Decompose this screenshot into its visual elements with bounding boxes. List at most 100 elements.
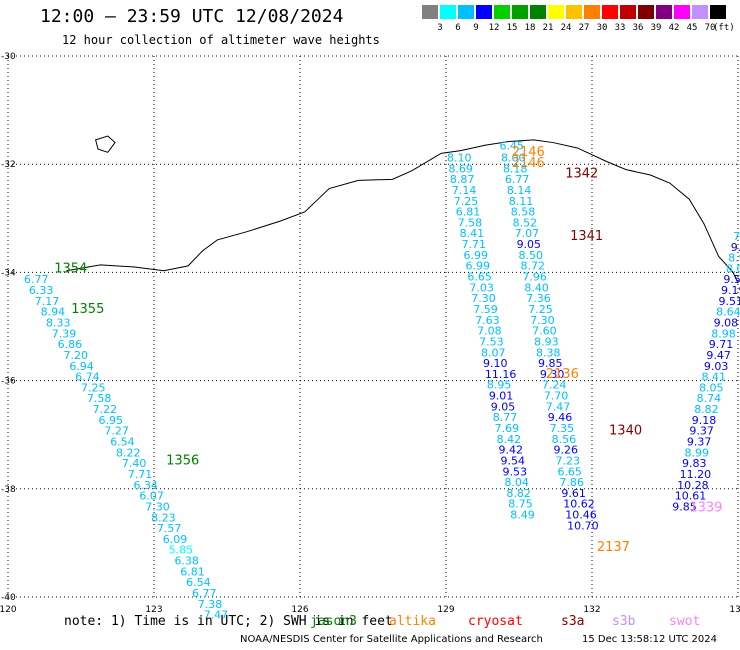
wave-height-value: 7.70 bbox=[544, 390, 569, 403]
wave-height-value: 8.75 bbox=[508, 498, 533, 511]
wave-height-value: 9.47 bbox=[706, 349, 731, 362]
wave-height-value: 7.58 bbox=[87, 392, 112, 405]
wave-height-value: 7.36 bbox=[526, 292, 551, 305]
legend-label: 6 bbox=[455, 23, 461, 33]
wave-height-value: 8.77 bbox=[493, 411, 517, 424]
legend-swatch bbox=[584, 5, 600, 19]
wave-height-value: 9.18 bbox=[692, 414, 717, 427]
wave-height-value: 8.00 bbox=[501, 151, 526, 164]
wave-height-value: 6.09 bbox=[163, 533, 188, 546]
island-outline bbox=[94, 135, 116, 153]
wave-height-value: 6.99 bbox=[464, 249, 489, 262]
legend-unit: (ft) bbox=[713, 23, 735, 33]
timestamp-text: 15 Dec 13:58:12 UTC 2024 bbox=[582, 634, 717, 645]
wave-height-value: 6.77 bbox=[192, 587, 217, 600]
legend-swatch bbox=[548, 5, 564, 19]
wave-height-value: 9.85 bbox=[672, 500, 697, 513]
legend-swatch bbox=[566, 5, 582, 19]
x-tick-label: 129 bbox=[437, 605, 454, 615]
wave-height-value: 8.18 bbox=[503, 162, 528, 175]
wave-height-value: 6.81 bbox=[180, 565, 205, 578]
wave-height-value: 7.25 bbox=[528, 303, 553, 316]
legend-swatch bbox=[422, 5, 438, 19]
wave-height-value: 7.14 bbox=[452, 184, 477, 197]
wave-height-value: 7.23 bbox=[556, 454, 581, 467]
wave-height-value: 6.54 bbox=[110, 436, 135, 449]
legend-swatch bbox=[656, 5, 672, 19]
wave-height-value: 8.58 bbox=[511, 206, 536, 219]
legend-swatch bbox=[674, 5, 690, 19]
legend-label: 27 bbox=[578, 23, 590, 33]
wave-height-value: 8.99 bbox=[684, 446, 709, 459]
wave-height-value: 8.42 bbox=[497, 433, 522, 446]
credit-text: NOAA/NESDIS Center for Satellite Applica… bbox=[240, 634, 543, 645]
pass-label: 2146 bbox=[512, 156, 545, 171]
legend-swatch bbox=[440, 5, 456, 19]
legend-label: 3 bbox=[437, 23, 443, 33]
wave-height-value: 8.69 bbox=[448, 162, 473, 175]
wave-height-value: 8.93 bbox=[534, 335, 559, 348]
wave-height-value: 7.8 bbox=[733, 230, 740, 243]
wave-height-value: 9.19 bbox=[721, 284, 740, 297]
satellite-s3a: s3a bbox=[561, 614, 585, 629]
wave-height-value: 8.64 bbox=[716, 306, 740, 319]
wave-height-value: 7.58 bbox=[458, 216, 483, 229]
chart-subtitle: 12 hour collection of altimeter wave hei… bbox=[62, 33, 380, 47]
wave-height-value: 8.82 bbox=[506, 487, 531, 500]
y-tick-label: -40 bbox=[1, 593, 16, 603]
legend-label: 24 bbox=[560, 23, 572, 33]
x-tick-label: 126 bbox=[291, 605, 308, 615]
satellite-swot: swot bbox=[669, 614, 701, 629]
legend-swatch bbox=[458, 5, 474, 19]
wave-height-value: 8.05 bbox=[699, 381, 724, 394]
wave-height-value: 6.74 bbox=[75, 371, 100, 384]
wave-height-value: 7.71 bbox=[462, 238, 487, 251]
wave-height-value: 10.62 bbox=[563, 498, 595, 511]
wave-height-value: 8.52 bbox=[513, 216, 538, 229]
legend-label: 70 bbox=[704, 23, 716, 33]
wave-height-value: 9.30 bbox=[540, 368, 565, 381]
wave-height-value: 5.85 bbox=[169, 544, 194, 557]
wave-height-value: 9.51 bbox=[719, 295, 740, 308]
legend-swatch bbox=[512, 5, 528, 19]
legend-label: 39 bbox=[650, 23, 662, 33]
legend-swatch bbox=[494, 5, 510, 19]
pass-label: 1356 bbox=[166, 453, 199, 468]
wave-height-value: 6.33 bbox=[29, 284, 54, 297]
legend-swatch bbox=[692, 5, 708, 19]
y-tick-label: -36 bbox=[1, 377, 16, 387]
wave-height-value: 9.05 bbox=[517, 238, 542, 251]
legend-label: 21 bbox=[542, 23, 554, 33]
footer-note: note: 1) Time is in UTC; 2) SWH is in fe… bbox=[64, 614, 393, 629]
wave-height-value: 7.27 bbox=[104, 425, 129, 438]
wave-height-value: 6.99 bbox=[465, 260, 490, 273]
wave-height-value: 10.61 bbox=[675, 490, 707, 503]
wave-height-value: 8.23 bbox=[151, 511, 176, 524]
satellite-jason3: jason3 bbox=[310, 614, 357, 629]
legend-label: 33 bbox=[614, 23, 626, 33]
y-tick-label: -32 bbox=[1, 160, 16, 170]
wave-height-value: 6.95 bbox=[99, 414, 124, 427]
wave-height-value: 8.38 bbox=[536, 346, 561, 359]
legend-label: 36 bbox=[632, 23, 644, 33]
wave-height-value: 8.72 bbox=[520, 260, 545, 273]
legend-swatch bbox=[476, 5, 492, 19]
legend-label: 15 bbox=[506, 23, 518, 33]
wave-height-value: 8.94 bbox=[41, 306, 66, 319]
wave-height-value: 6.34 bbox=[134, 479, 159, 492]
wave-height-value: 10.46 bbox=[565, 509, 597, 522]
wave-height-value: 9.26 bbox=[554, 444, 579, 457]
wave-height-value: 6.86 bbox=[58, 338, 83, 351]
wave-height-value: 7.69 bbox=[495, 422, 519, 435]
wave-height-value: 8.22 bbox=[116, 446, 141, 459]
legend-label: 30 bbox=[596, 23, 608, 33]
wave-height-value: 8.74 bbox=[697, 392, 722, 405]
wave-height-value: 9.42 bbox=[499, 444, 524, 457]
y-tick-label: -34 bbox=[1, 268, 16, 278]
wave-height-value: 7.39 bbox=[52, 327, 77, 340]
wave-height-value: 7.40 bbox=[122, 457, 147, 470]
pass-label: 1340 bbox=[609, 424, 642, 439]
wave-height-value: 6.65 bbox=[557, 465, 582, 478]
wave-height-value: 6.77 bbox=[505, 173, 530, 186]
